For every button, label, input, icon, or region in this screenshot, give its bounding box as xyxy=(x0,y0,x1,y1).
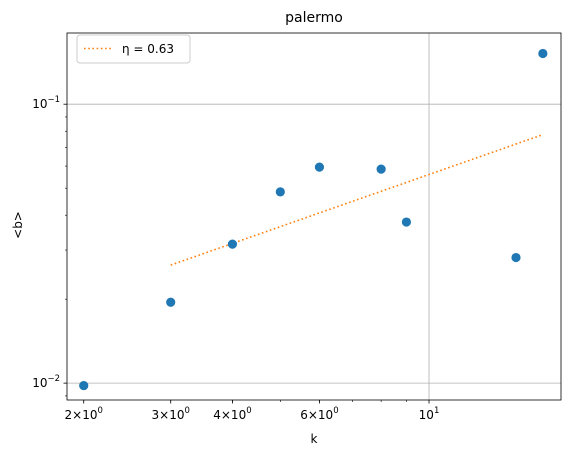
data-point xyxy=(275,187,285,197)
data-point xyxy=(511,252,521,263)
data-point xyxy=(314,162,325,172)
legend-box xyxy=(76,34,191,64)
grid-lines xyxy=(67,33,561,400)
fit-line xyxy=(170,133,544,266)
chart-title: palermo xyxy=(285,10,343,26)
x-tick-label: 4×100 xyxy=(213,406,251,422)
data-point xyxy=(538,48,548,59)
y-axis-label: <b> xyxy=(11,211,25,239)
x-tick-labels: 2×100 3×100 4×100 6×100 101 xyxy=(65,406,440,422)
data-point xyxy=(376,164,386,174)
data-point xyxy=(166,297,176,307)
x-tick-label: 3×100 xyxy=(152,406,190,422)
legend-label-fit: η = 0.63 xyxy=(122,42,174,56)
x-tick-label: 6×100 xyxy=(300,406,338,422)
x-axis-label: k xyxy=(311,432,318,446)
y-tick-label: 10−2 xyxy=(32,374,60,390)
y-tick-label: 10−1 xyxy=(32,95,60,111)
scatter-points xyxy=(79,48,548,391)
y-tick-labels: 10−2 10−1 xyxy=(32,95,60,390)
data-point xyxy=(79,380,89,391)
x-tick-label: 2×100 xyxy=(65,406,103,422)
plot-area-frame xyxy=(66,32,562,401)
x-tick-label: 101 xyxy=(419,406,440,422)
data-point xyxy=(227,239,238,249)
fit-lines xyxy=(170,133,544,266)
axis-ticks xyxy=(63,103,430,404)
data-point xyxy=(401,217,412,227)
legend: η = 0.63 xyxy=(76,34,191,64)
